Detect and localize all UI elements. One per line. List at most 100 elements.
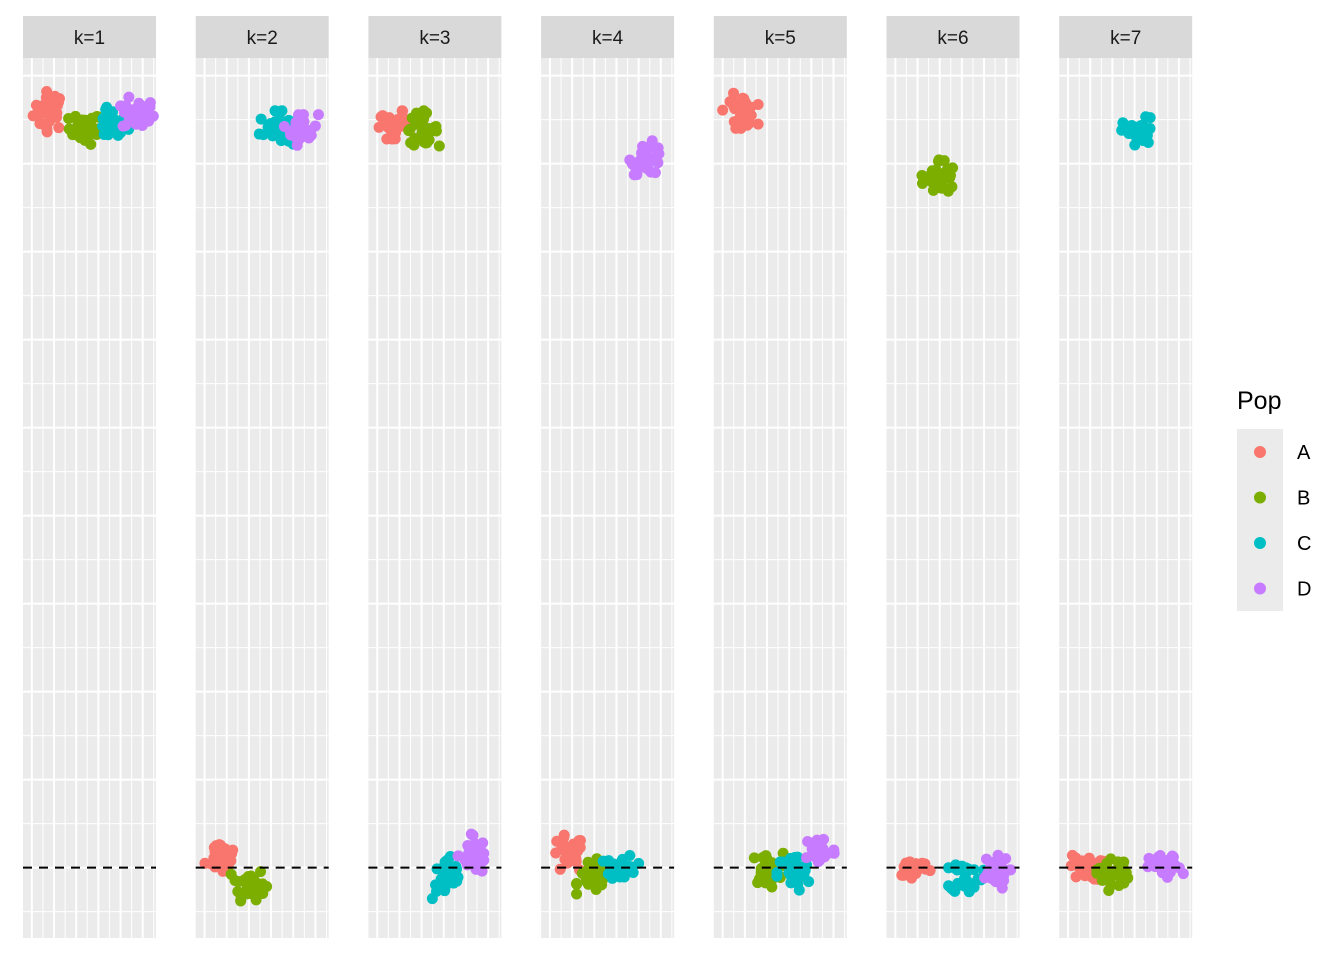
data-point-C bbox=[253, 128, 265, 140]
legend-key-A bbox=[1254, 446, 1266, 458]
legend-title: Pop bbox=[1237, 387, 1281, 415]
data-point-B bbox=[1101, 874, 1113, 886]
data-point-D bbox=[312, 109, 324, 121]
data-point-A bbox=[910, 861, 922, 873]
data-point-B bbox=[79, 134, 91, 146]
data-point-B bbox=[232, 885, 244, 897]
data-point-B bbox=[73, 115, 85, 127]
data-point-D bbox=[293, 134, 305, 146]
data-point-B bbox=[87, 124, 99, 136]
data-point-A bbox=[741, 119, 753, 131]
panel-background bbox=[368, 58, 502, 938]
data-point-A bbox=[199, 857, 211, 869]
facet-panel: k=7 bbox=[1059, 16, 1193, 938]
data-point-B bbox=[748, 852, 760, 864]
data-point-D bbox=[636, 147, 648, 159]
facet-panel: k=1 bbox=[23, 16, 159, 938]
legend-key-C bbox=[1254, 537, 1266, 549]
data-point-C bbox=[803, 876, 815, 888]
data-point-B bbox=[63, 112, 75, 124]
data-point-B bbox=[420, 137, 432, 149]
legend-label-D: D bbox=[1297, 579, 1311, 601]
data-point-B bbox=[571, 878, 583, 890]
data-point-D bbox=[653, 148, 665, 160]
data-point-A bbox=[554, 863, 566, 875]
data-point-D bbox=[980, 853, 992, 865]
data-point-A bbox=[215, 861, 227, 873]
data-point-C bbox=[603, 855, 615, 867]
data-point-A bbox=[386, 133, 398, 145]
facet-strip bbox=[23, 16, 156, 58]
data-point-C bbox=[1129, 139, 1141, 151]
data-point-C bbox=[625, 863, 637, 875]
data-point-C bbox=[786, 867, 798, 879]
data-point-A bbox=[745, 109, 757, 121]
data-point-D bbox=[473, 851, 485, 863]
data-point-C bbox=[452, 871, 464, 883]
facet-label: k=6 bbox=[937, 28, 968, 49]
data-point-A bbox=[573, 835, 585, 847]
data-point-A bbox=[49, 90, 61, 102]
data-point-C bbox=[100, 104, 112, 116]
data-point-C bbox=[771, 870, 783, 882]
data-point-B bbox=[235, 895, 247, 907]
data-point-B bbox=[916, 169, 928, 181]
data-point-D bbox=[295, 110, 307, 122]
data-point-B bbox=[571, 888, 583, 900]
data-point-D bbox=[990, 869, 1002, 881]
data-point-B bbox=[591, 875, 603, 887]
data-point-D bbox=[121, 106, 133, 118]
facet-label: k=1 bbox=[74, 28, 105, 49]
data-point-C bbox=[788, 857, 800, 869]
data-point-D bbox=[1167, 851, 1179, 863]
facet-panel: k=2 bbox=[195, 16, 329, 938]
legend-key-B bbox=[1254, 491, 1266, 504]
data-point-D bbox=[309, 120, 321, 132]
data-point-A bbox=[572, 845, 584, 857]
data-point-A bbox=[555, 843, 567, 855]
data-point-C bbox=[633, 857, 645, 869]
panel-background bbox=[195, 58, 329, 938]
data-point-A bbox=[728, 87, 740, 99]
data-point-D bbox=[1153, 852, 1165, 864]
data-point-C bbox=[968, 864, 980, 876]
data-point-D bbox=[1177, 868, 1189, 880]
data-point-A bbox=[1070, 871, 1082, 883]
data-point-A bbox=[375, 111, 387, 123]
data-point-C bbox=[959, 873, 971, 885]
data-point-C bbox=[943, 862, 955, 874]
data-point-A bbox=[30, 99, 42, 111]
data-point-A bbox=[397, 105, 409, 117]
legend-key-D bbox=[1254, 582, 1266, 595]
facet-strip bbox=[195, 16, 329, 58]
data-point-B bbox=[1113, 859, 1125, 871]
data-point-D bbox=[980, 870, 992, 882]
facet-panel: k=4 bbox=[541, 16, 675, 938]
panel-background bbox=[1059, 58, 1193, 938]
facet-label: k=3 bbox=[419, 28, 450, 49]
facet-strip bbox=[1059, 16, 1193, 58]
facet-panel: k=5 bbox=[713, 16, 847, 938]
data-point-A bbox=[745, 101, 757, 113]
data-point-D bbox=[1005, 864, 1017, 876]
data-point-B bbox=[405, 137, 417, 149]
facet-strip bbox=[713, 16, 847, 58]
data-point-D bbox=[802, 836, 814, 848]
legend-entries: A B C D bbox=[1254, 442, 1311, 601]
legend-key-background bbox=[1237, 429, 1283, 611]
data-point-C bbox=[624, 849, 636, 861]
data-point-D bbox=[123, 91, 135, 103]
data-point-C bbox=[255, 113, 267, 125]
data-point-B bbox=[927, 184, 939, 196]
data-point-C bbox=[1135, 131, 1147, 143]
data-point-C bbox=[793, 884, 805, 896]
facet-strip bbox=[541, 16, 675, 58]
data-point-D bbox=[120, 119, 132, 131]
data-point-A bbox=[551, 835, 563, 847]
data-point-A bbox=[31, 108, 43, 120]
legend-label-A: A bbox=[1297, 442, 1311, 464]
panel-background bbox=[23, 58, 156, 938]
panel-background bbox=[541, 58, 675, 938]
facet-label: k=7 bbox=[1110, 28, 1141, 49]
